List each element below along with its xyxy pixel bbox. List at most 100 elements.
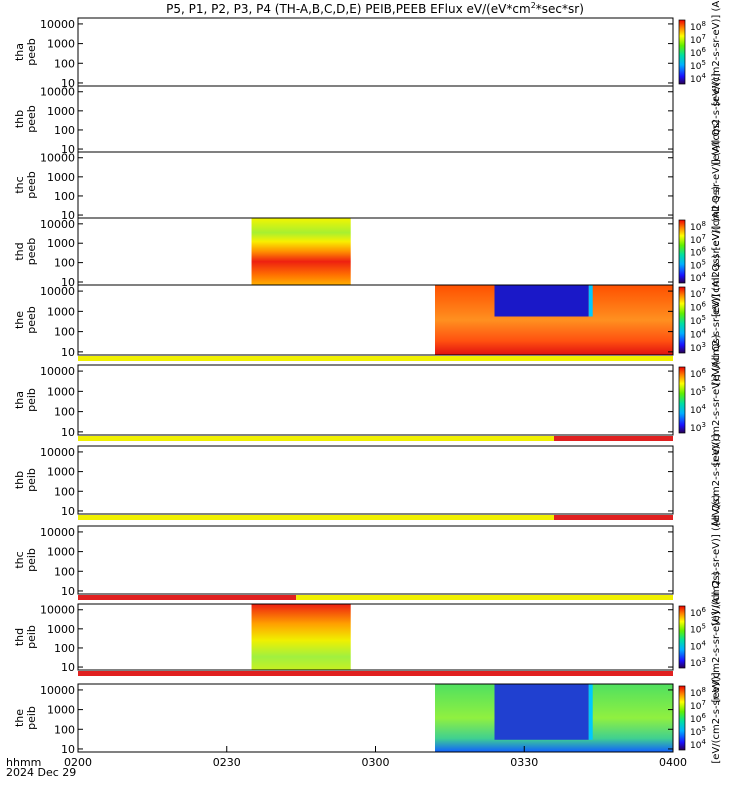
mode-bar-segment <box>78 436 554 441</box>
y-tick-label: 100 <box>54 565 75 578</box>
panel-frame <box>77 284 674 356</box>
colorbar-label: [eV/(cm2-s-sr-eV)] <box>711 73 722 164</box>
panel-thc-peeb: 10 100 1000 10000 thc peeb [eV/(cm2-s-sr-eV)] … <box>13 119 722 250</box>
x-axis-label: hhmm <box>6 756 41 769</box>
quiet-region-edge <box>588 684 593 740</box>
y-tick-label: 10 <box>61 77 75 90</box>
mode-bar-segment <box>78 515 554 520</box>
colorbar-tick-label: 104 <box>690 639 706 652</box>
panel-thb-peib: 10 100 1000 10000 thb peib [eV/(cm2-s-sr-eV)] <box>13 434 722 525</box>
colorbar-tick-label: 107 <box>690 33 706 46</box>
colorbar-label: [eV/(cm2-s-sr-eV)] (All Qs) <box>711 186 722 317</box>
colorbar-label: [eV/(cm2-s-sr-eV)] (Al <box>711 0 722 106</box>
y-tick-label: 10 <box>61 585 75 598</box>
colorbar-tick-label: 104 <box>690 403 706 416</box>
panel-probe-label: thd <box>13 242 26 260</box>
colorbar-tick-label: 107 <box>690 233 706 246</box>
y-tick-label: 10 <box>61 426 75 439</box>
y-tick-label: 10 <box>61 661 75 674</box>
colorbar-tick-label: 107 <box>690 699 706 712</box>
y-tick-label: 1000 <box>47 466 75 479</box>
panel-instrument-label: peib <box>25 706 38 730</box>
panel-frame <box>77 364 674 436</box>
colorbar-tick-label: 105 <box>690 314 706 327</box>
y-tick-label: 10000 <box>40 152 75 165</box>
y-tick-label: 10 <box>61 346 75 359</box>
y-tick-label: 10 <box>61 276 75 289</box>
panel-frame <box>77 603 674 671</box>
y-tick-label: 10000 <box>40 218 75 231</box>
y-tick-label: 100 <box>54 406 75 419</box>
y-tick-label: 10000 <box>40 446 75 459</box>
colorbar-tick-label: 106 <box>690 301 706 314</box>
colorbar-tick-label: 106 <box>690 606 706 619</box>
x-axis-date: 2024 Dec 29 <box>6 766 76 779</box>
panel-probe-label: thb <box>13 471 26 489</box>
panel-instrument-label: peeb <box>25 105 38 133</box>
y-tick-label: 10000 <box>40 18 75 31</box>
panel-frame <box>77 445 674 515</box>
panel-instrument-label: peib <box>25 625 38 649</box>
colorbar-tick-label: 105 <box>690 258 706 271</box>
y-tick-label: 1000 <box>47 105 75 118</box>
y-tick-label: 100 <box>54 326 75 339</box>
spectrogram-block <box>251 218 351 285</box>
quiet-region <box>494 285 589 317</box>
colorbar-tick-label: 106 <box>690 712 706 725</box>
spectrogram-block <box>251 604 351 670</box>
panel-thd-peib: 10 100 1000 10000 thd peib 106 105 104 103 [eV/(cm… <box>13 571 722 702</box>
y-tick-label: 100 <box>54 485 75 498</box>
y-tick-label: 1000 <box>47 704 75 717</box>
colorbar-label: [eV/(cm2-s-sr-eV)] (All Qs) <box>711 494 722 625</box>
panel-probe-label: thb <box>13 110 26 128</box>
colorbar-tick-label: 105 <box>690 59 706 72</box>
x-tick-label: 0230 <box>213 756 241 769</box>
y-tick-label: 10000 <box>40 604 75 617</box>
y-tick-label: 10000 <box>40 86 75 99</box>
y-tick-label: 10 <box>61 143 75 156</box>
colorbar-label: [eV/(cm2-s-sr-eV)] (All Qs) <box>711 571 722 702</box>
panel-probe-label: thc <box>13 176 26 193</box>
colorbar-tick-label: 104 <box>690 328 706 341</box>
y-tick-label: 100 <box>54 642 75 655</box>
y-tick-label: 100 <box>54 257 75 270</box>
colorbar-tick-label: 108 <box>690 220 706 233</box>
mode-bar-segment <box>554 515 673 520</box>
colorbar-tick-label: 106 <box>690 46 706 59</box>
panel-instrument-label: peeb <box>25 238 38 266</box>
mode-bars <box>78 356 673 676</box>
panel-instrument-label: peib <box>25 468 38 492</box>
x-axis: 0200 0230 0300 0330 0400 <box>64 746 687 769</box>
x-tick-label: 0300 <box>362 756 390 769</box>
colorbar-tick-label: 105 <box>690 725 706 738</box>
y-tick-label: 1000 <box>47 237 75 250</box>
quiet-region <box>494 684 589 740</box>
mode-bar-segment <box>554 436 673 441</box>
panel-instrument-label: peib <box>25 388 38 412</box>
y-tick-label: 10000 <box>40 365 75 378</box>
y-tick-label: 1000 <box>47 38 75 51</box>
colorbar-tick-label: 108 <box>690 20 706 33</box>
y-tick-label: 1000 <box>47 305 75 318</box>
x-tick-label: 0400 <box>659 756 687 769</box>
mode-bar-segment <box>78 671 673 676</box>
panel-frame <box>77 217 674 286</box>
panel-tha-peib: 10 100 1000 10000 tha peib 106 105 104 103 [eV/(cm… <box>13 334 722 465</box>
colorbar-tick-label: 104 <box>690 72 706 85</box>
panel-instrument-label: peeb <box>25 171 38 199</box>
colorbar-tick-label: 107 <box>690 287 706 300</box>
panel-frame <box>77 85 674 153</box>
y-tick-label: 10000 <box>40 285 75 298</box>
colorbar-tick-label: 103 <box>690 656 706 669</box>
panel-probe-label: tha <box>13 391 26 409</box>
panel-probe-label: the <box>13 311 26 329</box>
colorbar-tick-label: 104 <box>690 271 706 284</box>
colorbar-tick-label: 108 <box>690 686 706 699</box>
colorbar-tick-label: 105 <box>690 385 706 398</box>
panel-frame <box>77 525 674 595</box>
panel-probe-label: thd <box>13 628 26 646</box>
